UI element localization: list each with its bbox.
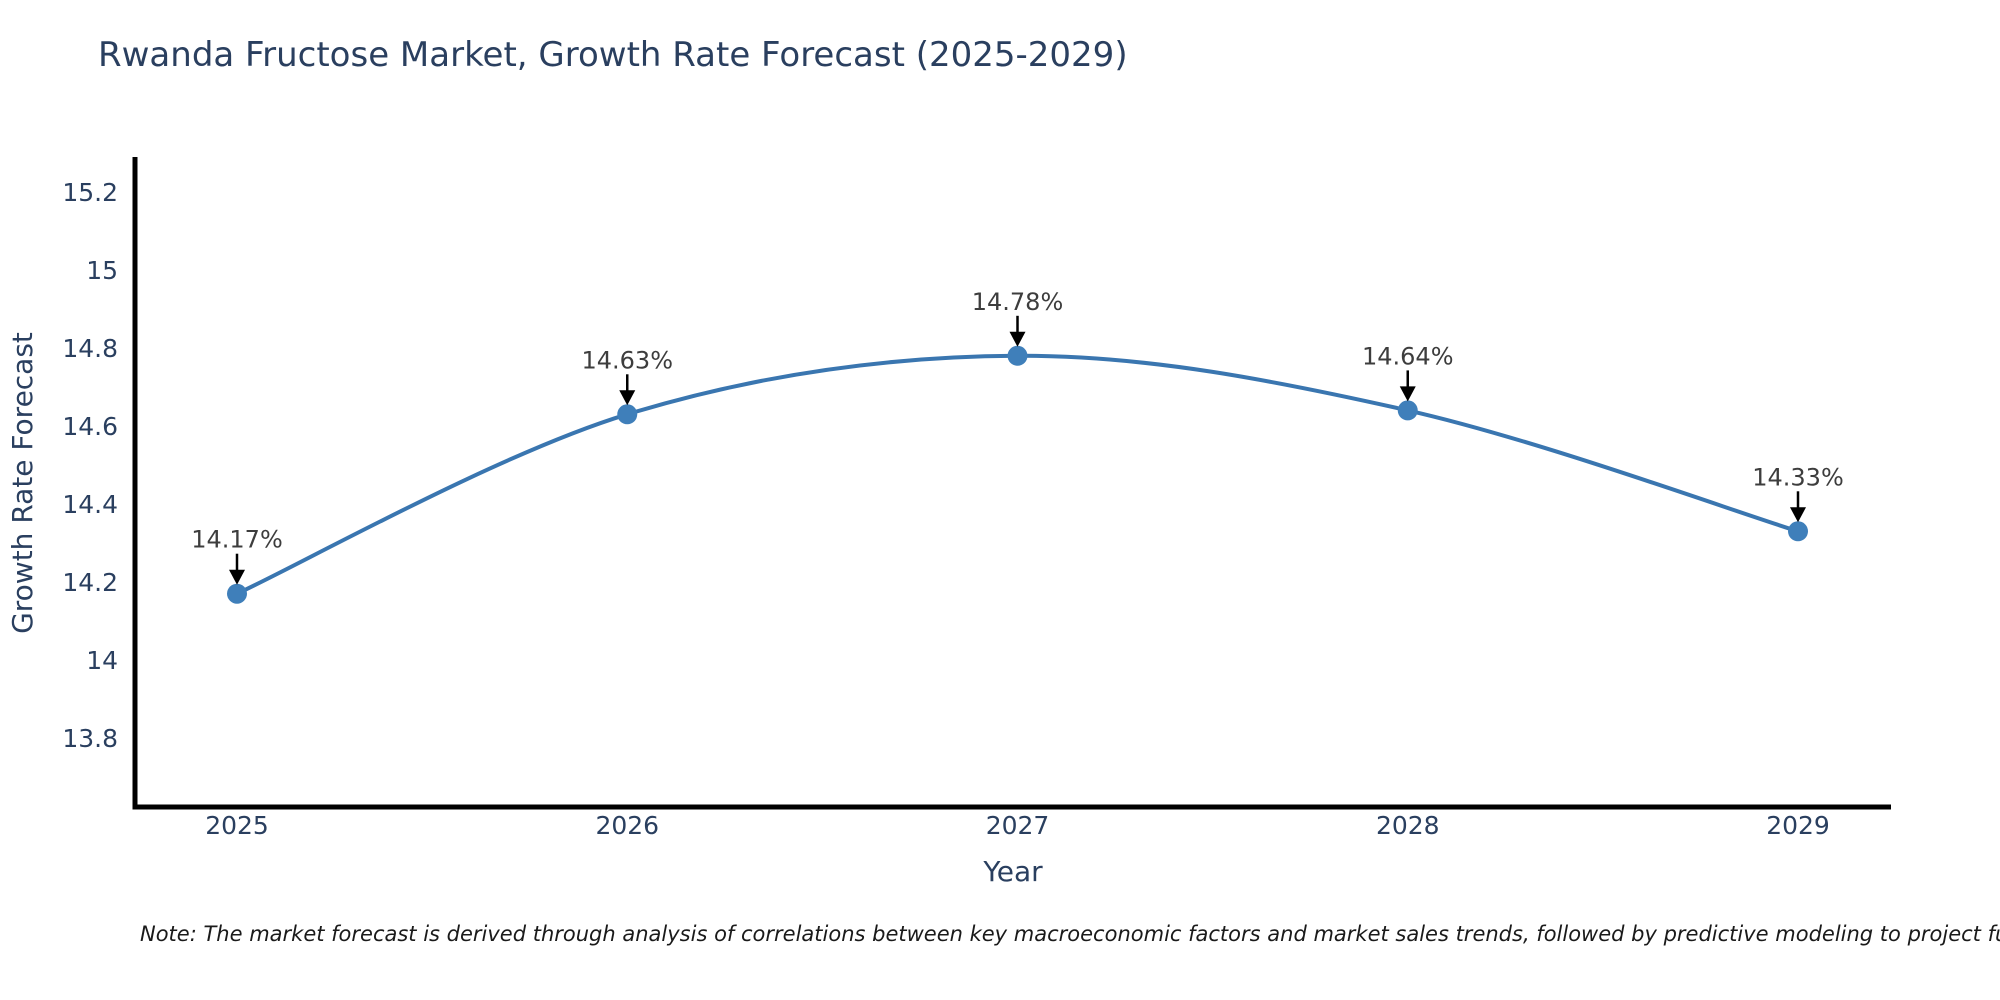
data-point-label: 14.63% (581, 346, 673, 374)
series-line (236, 353, 1799, 596)
y-tick-label: 14.2 (62, 568, 118, 597)
data-point-label: 14.33% (1752, 463, 1844, 491)
y-tick-label: 14.8 (62, 334, 118, 363)
data-point (227, 583, 247, 604)
y-tick-label: 15 (86, 256, 118, 285)
data-point (617, 404, 638, 425)
y-tick-label: 14.6 (62, 412, 118, 441)
x-tick-label: 2029 (1766, 811, 1830, 840)
annotation-arrowhead (1009, 331, 1026, 347)
y-tick-label: 14 (86, 646, 118, 675)
data-point-label: 14.78% (972, 288, 1064, 316)
chart-title: Rwanda Fructose Market, Growth Rate Fore… (98, 35, 1128, 75)
x-tick-label: 2025 (205, 811, 269, 840)
annotation-arrowhead (619, 390, 636, 406)
y-tick-label: 13.8 (62, 724, 118, 753)
annotation-arrowhead (229, 569, 245, 585)
x-axis-title: Year (982, 855, 1043, 888)
data-point-label: 14.64% (1362, 342, 1454, 370)
y-axis-tick-labels: 15.2 15 14.8 14.6 14.4 14.2 14 13.8 (62, 178, 118, 753)
data-point (1788, 521, 1808, 542)
data-point-label: 14.17% (191, 526, 283, 554)
x-tick-label: 2028 (1376, 811, 1440, 840)
y-axis-title: Growth Rate Forecast (6, 332, 39, 634)
data-point-markers (227, 345, 1808, 604)
x-tick-label: 2027 (986, 811, 1050, 840)
x-axis-tick-labels: 2025 2026 2027 2028 2029 (205, 811, 1830, 840)
y-tick-label: 15.2 (62, 178, 118, 207)
annotation-arrowhead (1399, 386, 1416, 402)
data-point (1007, 345, 1028, 366)
x-tick-label: 2026 (595, 811, 659, 840)
data-point-annotations: 14.17% 14.63% 14.78% 14.64% 14.33% (191, 288, 1844, 585)
annotation-arrowhead (1790, 507, 1806, 523)
footnote: Note: The market forecast is derived thr… (140, 922, 2000, 946)
y-tick-label: 14.4 (62, 490, 118, 519)
data-point (1397, 400, 1418, 421)
